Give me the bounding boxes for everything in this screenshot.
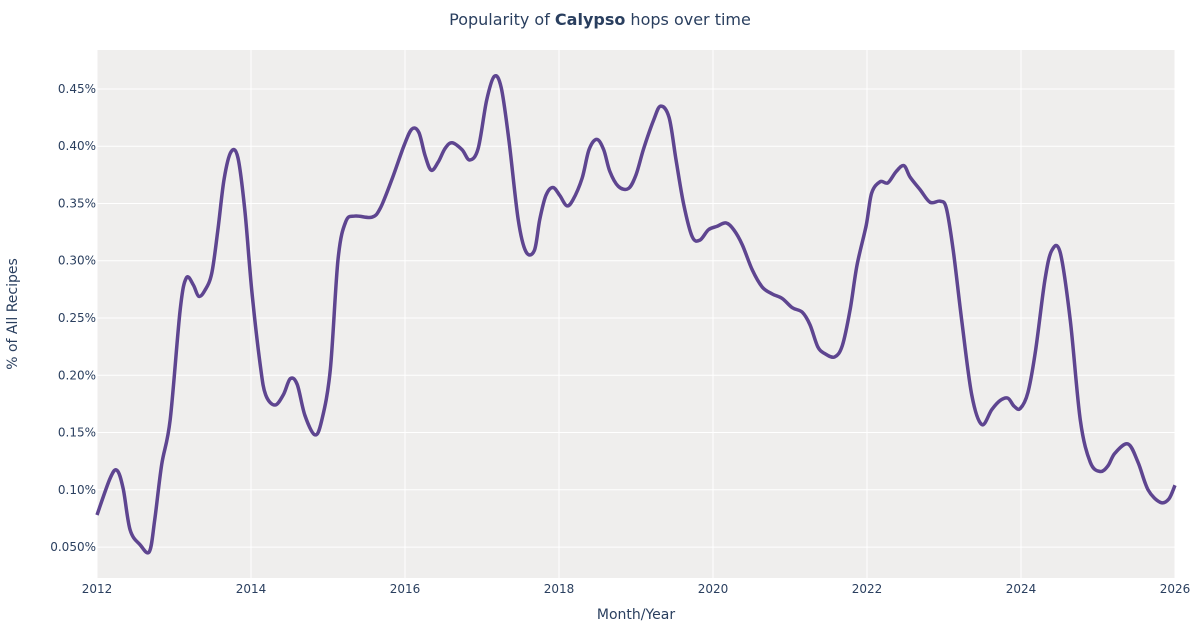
y-tick-label: 0.45% bbox=[58, 82, 96, 96]
chart-title: Popularity of Calypso hops over time bbox=[449, 10, 751, 29]
gridlines bbox=[96, 50, 1176, 578]
y-tick-label: 0.30% bbox=[58, 254, 96, 268]
x-tick-label: 2018 bbox=[544, 582, 575, 596]
x-tick-label: 2026 bbox=[1160, 582, 1191, 596]
x-axis-label: Month/Year bbox=[597, 607, 675, 623]
tick-labels: 2012 2014 2016 2018 2020 2022 2024 2026 0.050% 0.… bbox=[50, 82, 1190, 596]
series-line bbox=[95, 73, 1177, 555]
x-tick-label: 2024 bbox=[1006, 582, 1037, 596]
x-tick-label: 2022 bbox=[852, 582, 883, 596]
title-suffix: hops over time bbox=[625, 10, 751, 29]
y-tick-label: 0.25% bbox=[58, 311, 96, 325]
title-prefix: Popularity of bbox=[449, 10, 555, 29]
x-tick-label: 2016 bbox=[390, 582, 421, 596]
y-tick-label: 0.10% bbox=[58, 483, 96, 497]
y-tick-label: 0.35% bbox=[58, 196, 96, 210]
plot-area bbox=[97, 50, 1175, 578]
title-hop-name: Calypso bbox=[555, 10, 625, 29]
y-tick-label: 0.15% bbox=[58, 426, 96, 440]
y-tick-label: 0.40% bbox=[58, 139, 96, 153]
x-tick-label: 2014 bbox=[236, 582, 267, 596]
x-tick-label: 2020 bbox=[698, 582, 729, 596]
x-tick-label: 2012 bbox=[82, 582, 113, 596]
y-tick-label: 0.20% bbox=[58, 368, 96, 382]
y-axis-label: % of All Recipes bbox=[5, 258, 21, 370]
y-tick-label: 0.050% bbox=[50, 540, 96, 554]
